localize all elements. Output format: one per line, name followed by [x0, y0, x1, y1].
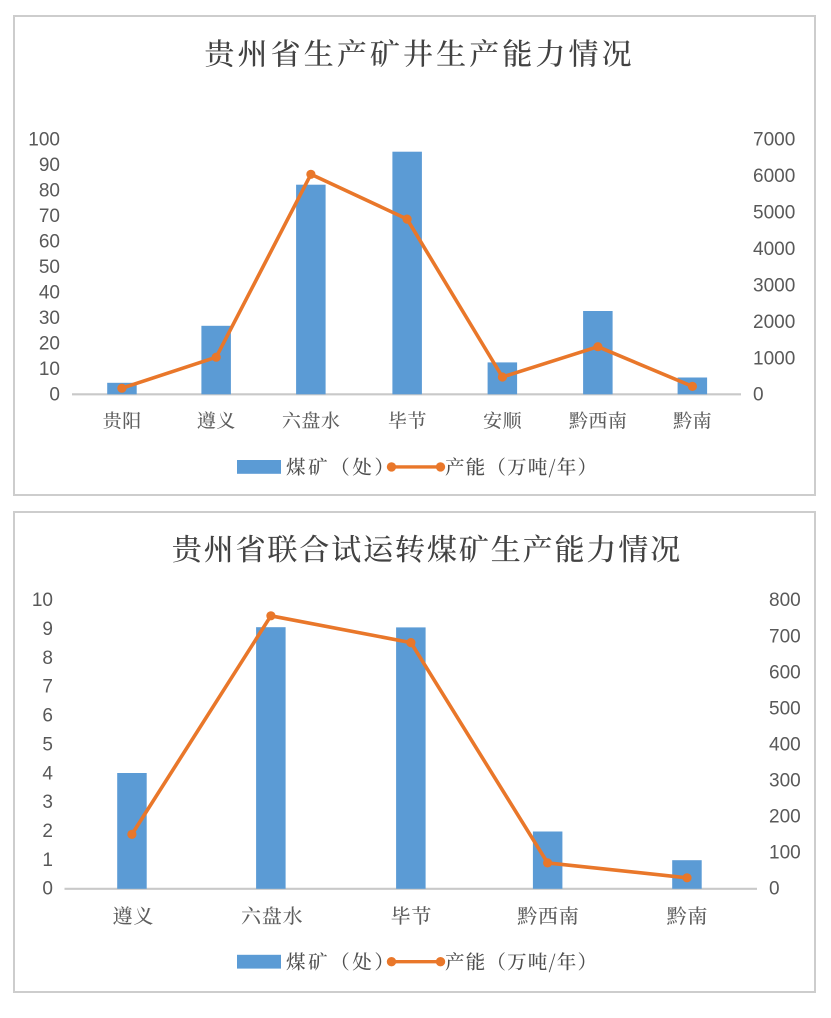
- svg-text:30: 30: [39, 308, 60, 329]
- svg-text:4000: 4000: [753, 239, 795, 260]
- svg-text:4: 4: [42, 763, 53, 784]
- svg-text:100: 100: [769, 843, 801, 864]
- svg-text:3000: 3000: [753, 275, 795, 296]
- svg-text:7: 7: [42, 677, 53, 698]
- svg-text:1: 1: [42, 850, 53, 871]
- svg-text:500: 500: [769, 698, 801, 719]
- svg-text:200: 200: [769, 807, 801, 828]
- svg-text:10: 10: [32, 590, 53, 611]
- svg-text:6: 6: [42, 706, 53, 727]
- svg-text:3: 3: [42, 792, 53, 813]
- svg-text:0: 0: [49, 385, 60, 406]
- svg-text:7000: 7000: [753, 130, 795, 151]
- svg-text:70: 70: [39, 206, 60, 227]
- svg-text:8: 8: [42, 648, 53, 669]
- svg-text:20: 20: [39, 334, 60, 355]
- svg-text:400: 400: [769, 735, 801, 756]
- svg-text:5: 5: [42, 734, 53, 755]
- svg-text:700: 700: [769, 626, 801, 647]
- svg-text:800: 800: [769, 590, 801, 611]
- svg-text:100: 100: [28, 130, 60, 151]
- svg-text:60: 60: [39, 232, 60, 253]
- svg-text:0: 0: [42, 879, 53, 900]
- svg-text:9: 9: [42, 619, 53, 640]
- svg-text:0: 0: [753, 385, 764, 406]
- svg-text:50: 50: [39, 257, 60, 278]
- svg-text:600: 600: [769, 662, 801, 683]
- svg-text:300: 300: [769, 771, 801, 792]
- svg-text:1000: 1000: [753, 348, 795, 369]
- svg-text:0: 0: [769, 879, 780, 900]
- svg-text:6000: 6000: [753, 166, 795, 187]
- svg-text:2: 2: [42, 821, 53, 842]
- svg-text:5000: 5000: [753, 203, 795, 224]
- svg-text:90: 90: [39, 155, 60, 176]
- svg-text:2000: 2000: [753, 312, 795, 333]
- svg-text:10: 10: [39, 359, 60, 380]
- svg-text:80: 80: [39, 181, 60, 202]
- svg-text:40: 40: [39, 283, 60, 304]
